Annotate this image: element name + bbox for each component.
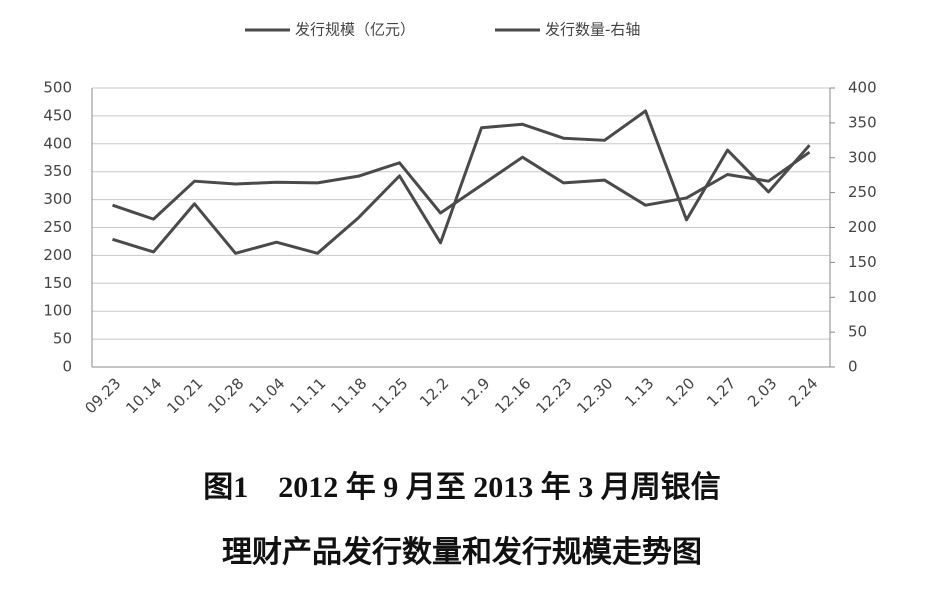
- y2-tick-label: 400: [848, 79, 877, 97]
- y-tick-label: 50: [53, 330, 72, 348]
- legend-label: 发行规模（亿元）: [295, 21, 415, 39]
- x-tick-label: 1.20: [662, 374, 698, 410]
- x-tick-label: 11.25: [368, 374, 411, 417]
- y2-tick-label: 50: [848, 323, 867, 341]
- x-tick-label: 12.16: [491, 374, 534, 417]
- x-tick-label: 11.18: [327, 374, 370, 417]
- legend-label: 发行数量-右轴: [545, 21, 640, 39]
- x-tick-label: 1.27: [703, 374, 739, 410]
- y2-tick-label: 100: [848, 288, 877, 306]
- x-tick-label: 12.2: [416, 374, 452, 410]
- caption-line: 图1 2012 年 9 月至 2013 年 3 月周银信: [203, 471, 721, 504]
- y-tick-label: 450: [43, 106, 72, 124]
- y2-tick-label: 150: [848, 253, 877, 271]
- x-tick-label: 2.03: [744, 374, 780, 410]
- y-tick-label: 250: [43, 218, 72, 236]
- x-tick-label: 1.13: [621, 374, 657, 410]
- y-tick-label: 0: [62, 358, 72, 376]
- y2-tick-label: 350: [848, 113, 877, 131]
- series-line: [112, 109, 811, 255]
- y-tick-label: 500: [43, 79, 72, 97]
- y-tick-label: 200: [43, 246, 72, 264]
- y-tick-label: 150: [43, 274, 72, 292]
- y2-tick-label: 200: [848, 218, 877, 236]
- x-tick-label: 09.23: [81, 374, 124, 417]
- x-tick-label: 12.30: [573, 374, 616, 417]
- x-tick-label: 10.28: [204, 374, 247, 417]
- y-tick-label: 300: [43, 190, 72, 208]
- y2-tick-label: 0: [848, 358, 858, 376]
- y2-tick-label: 250: [848, 183, 877, 201]
- series-line: [112, 150, 811, 221]
- caption-line: 理财产品发行数量和发行规模走势图: [222, 536, 702, 569]
- x-tick-label: 11.04: [245, 374, 288, 417]
- x-tick-label: 12.23: [532, 374, 575, 417]
- x-tick-label: 10.21: [163, 374, 206, 417]
- y-tick-label: 400: [43, 134, 72, 152]
- y-tick-label: 350: [43, 162, 72, 180]
- y2-tick-label: 300: [848, 148, 877, 166]
- x-tick-label: 2.24: [785, 374, 821, 410]
- x-tick-label: 10.14: [122, 374, 165, 417]
- x-tick-label: 11.11: [286, 374, 329, 417]
- x-tick-label: 12.9: [457, 374, 493, 410]
- y-tick-label: 100: [43, 302, 72, 320]
